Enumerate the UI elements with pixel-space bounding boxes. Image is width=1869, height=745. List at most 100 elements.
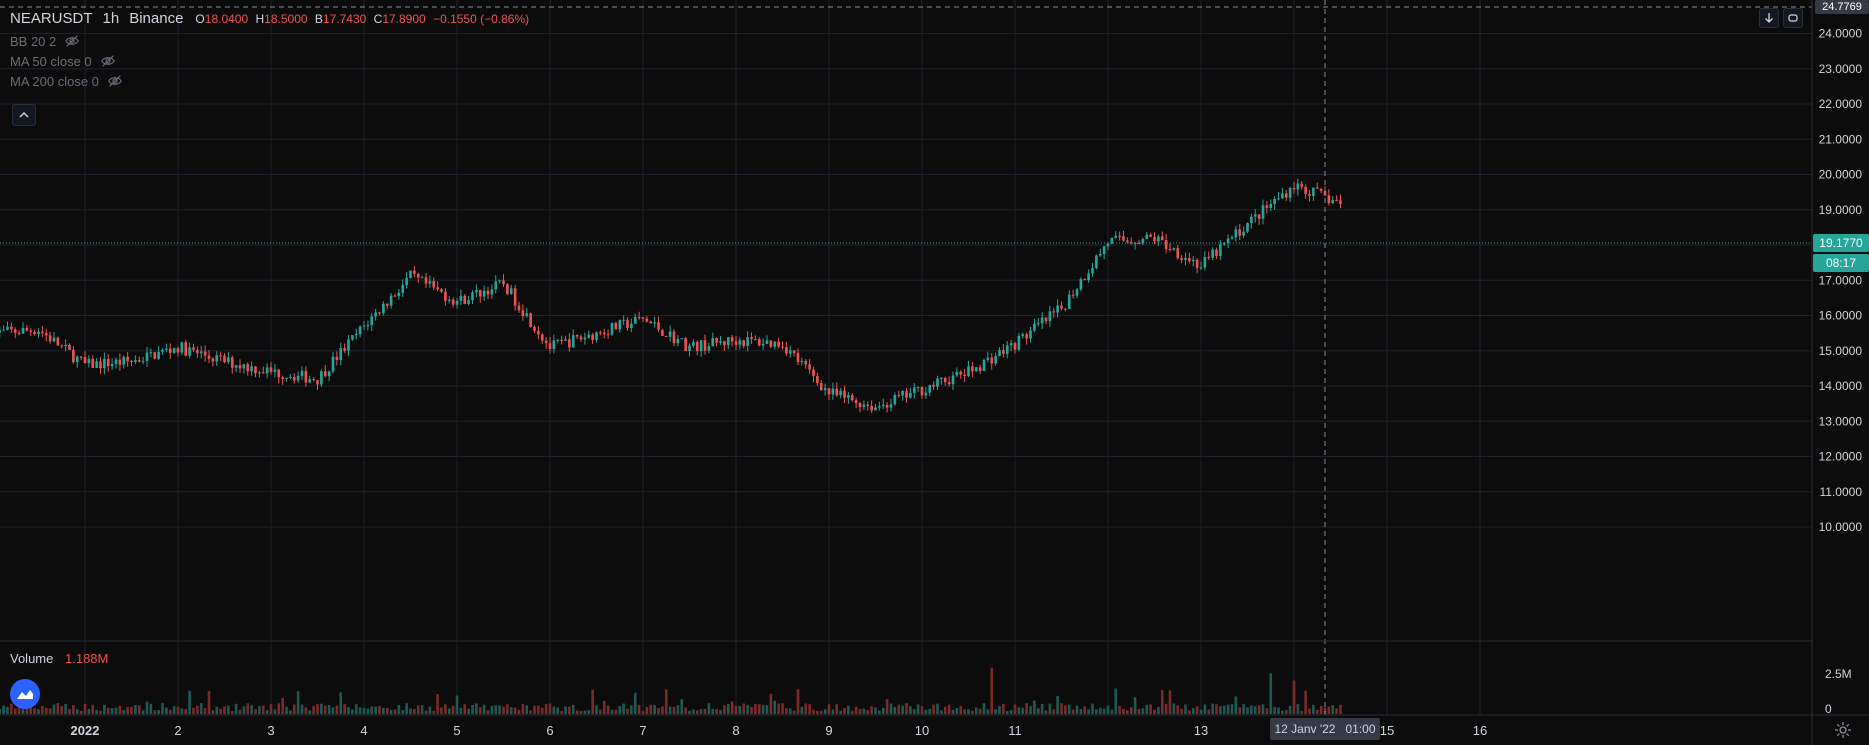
candle-body: [978, 367, 982, 371]
candle-body: [746, 337, 749, 346]
candle-body: [343, 347, 346, 351]
candle-body: [13, 329, 17, 333]
volume-bar: [1106, 705, 1110, 714]
tradingview-logo[interactable]: [10, 679, 40, 709]
candle-body: [943, 377, 947, 383]
candle-body: [1180, 258, 1183, 261]
volume-bar: [219, 708, 222, 714]
candle-body: [816, 376, 819, 383]
volume-bar: [912, 709, 916, 714]
candle-body: [180, 342, 184, 353]
candle-body: [606, 334, 610, 336]
candle-body: [490, 289, 494, 295]
volume-bar: [1122, 708, 1125, 714]
volume-bar: [699, 709, 703, 714]
candle-body: [149, 352, 153, 354]
candle-body: [1203, 256, 1207, 268]
eye-off-icon[interactable]: [64, 33, 80, 49]
change-value: −0.1550 (−0.86%): [433, 11, 530, 26]
candle-body: [320, 371, 323, 385]
volume-bar: [951, 709, 955, 714]
candle-body: [1261, 205, 1265, 219]
volume-bar: [459, 707, 463, 714]
volume-bar: [672, 706, 676, 714]
interval-label[interactable]: 1h: [102, 10, 120, 27]
volume-bar: [1013, 704, 1017, 714]
volume-bar: [827, 704, 831, 714]
candle-body: [1071, 294, 1075, 296]
volume-bar: [1071, 709, 1075, 714]
volume-bar: [757, 704, 761, 714]
volume-bar: [1145, 704, 1149, 714]
candle-body: [254, 366, 257, 374]
symbol-legend[interactable]: NEARUSDT 1h Binance O18.0400 H18.5000 B1…: [10, 10, 529, 27]
candle-body: [141, 361, 145, 363]
candle-body: [265, 367, 269, 374]
volume-legend[interactable]: Volume 1.188M: [10, 651, 108, 666]
candle-body: [1207, 256, 1211, 258]
indicator-ma200[interactable]: MA 200 close 0: [10, 73, 123, 89]
volume-bar: [715, 709, 718, 714]
eye-off-icon[interactable]: [107, 73, 123, 89]
candle-body: [998, 349, 1001, 357]
candle-body: [835, 388, 839, 396]
volume-bar: [1238, 707, 1242, 714]
candle-body: [1013, 342, 1017, 350]
candle-body: [754, 339, 757, 341]
volume-bar: [494, 705, 498, 714]
candle-body: [1215, 249, 1218, 257]
volume-bar: [804, 703, 808, 714]
volume-bar: [1257, 705, 1261, 714]
reset-chart-button[interactable]: [1783, 8, 1803, 28]
collapse-indicators-button[interactable]: [12, 104, 36, 126]
volume-bar: [242, 706, 246, 714]
candle-body: [83, 357, 87, 364]
volume-bar: [858, 708, 862, 714]
candle-body: [10, 326, 13, 330]
volume-bar: [285, 706, 288, 714]
price-tick-label: 15.0000: [1819, 344, 1863, 358]
candle-body: [440, 289, 443, 292]
eye-off-icon[interactable]: [100, 53, 116, 69]
candle-body: [335, 356, 339, 360]
volume-bar: [436, 694, 439, 714]
volume-bar: [347, 707, 350, 714]
candle-body: [885, 404, 889, 408]
gear-icon[interactable]: [1834, 721, 1852, 739]
volume-bar: [300, 704, 304, 714]
candle-body: [723, 341, 726, 346]
candle-body: [1056, 305, 1059, 313]
volume-bar: [1176, 705, 1180, 714]
volume-bar: [370, 706, 374, 714]
candle-body: [238, 365, 242, 369]
candle-body: [308, 379, 312, 383]
volume-bar: [661, 706, 664, 714]
candle-body: [211, 358, 215, 362]
indicator-bb[interactable]: BB 20 2: [10, 33, 80, 49]
price-tick-label: 16.0000: [1819, 309, 1863, 323]
candle-body: [432, 281, 436, 288]
volume-bar: [955, 708, 959, 714]
candle-body: [1137, 242, 1141, 244]
volume-bar: [641, 710, 645, 714]
volume-bar: [265, 710, 269, 714]
volume-bar: [1160, 690, 1164, 714]
scroll-to-realtime-button[interactable]: [1759, 8, 1779, 28]
volume-bar: [44, 707, 48, 714]
volume-bar: [870, 706, 873, 714]
candle-body: [963, 374, 966, 376]
volume-bar: [304, 707, 308, 714]
candle-body: [537, 330, 540, 335]
candle-body: [533, 326, 536, 331]
time-tick-label: 5: [453, 723, 460, 738]
volume-bar: [889, 703, 893, 714]
volume-bar: [1067, 704, 1071, 714]
volume-bar: [2, 705, 5, 714]
candle-body: [1288, 188, 1292, 198]
symbol-name[interactable]: NEARUSDT: [10, 10, 93, 27]
indicator-ma50[interactable]: MA 50 close 0: [10, 53, 116, 69]
volume-bar: [680, 699, 684, 714]
candle-body: [424, 277, 428, 284]
volume-bar: [812, 709, 815, 714]
